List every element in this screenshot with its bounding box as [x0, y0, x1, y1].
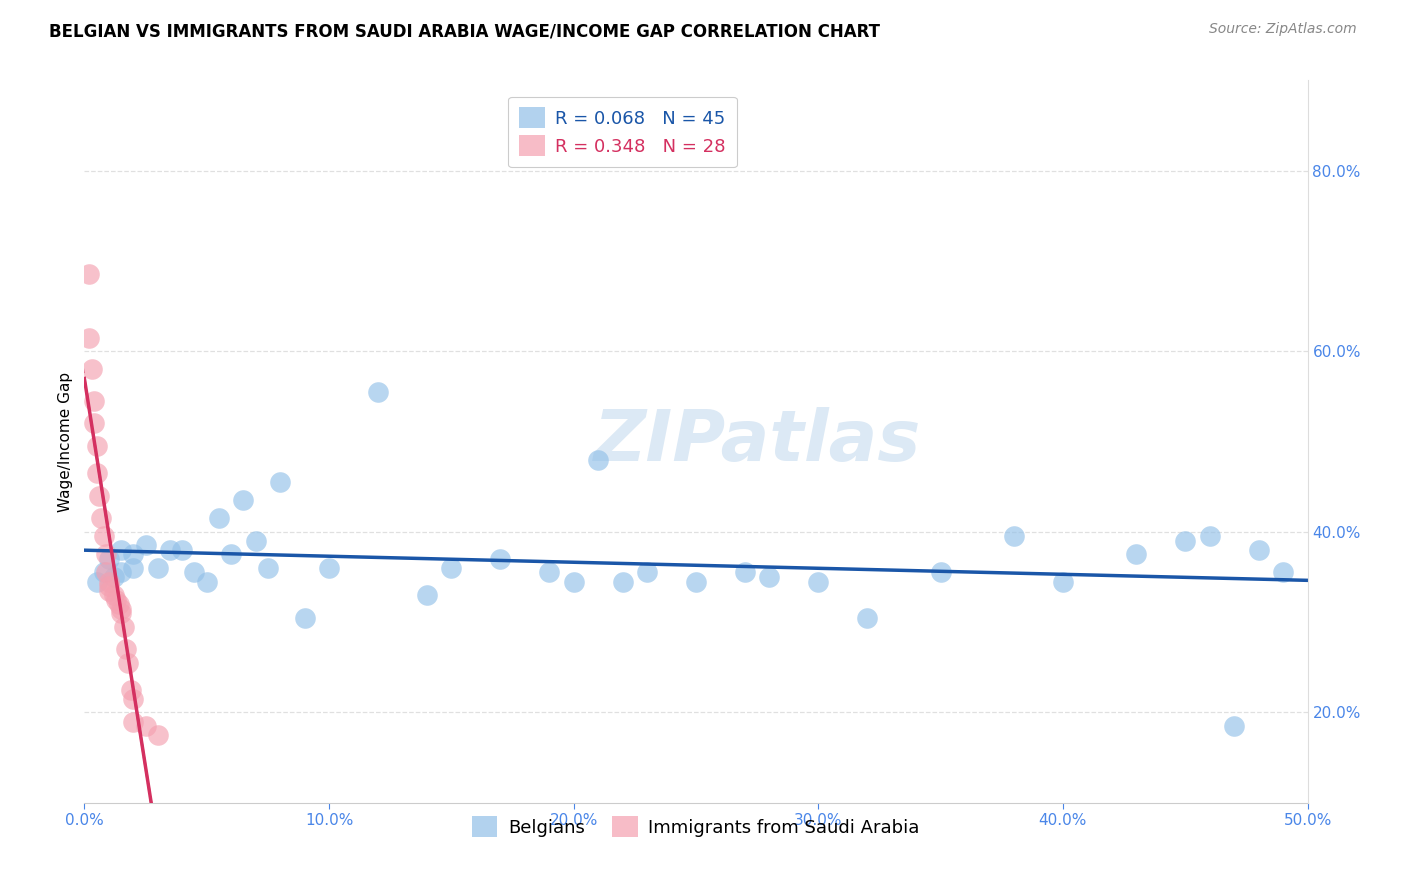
Y-axis label: Wage/Income Gap: Wage/Income Gap [58, 371, 73, 512]
Point [86, 466, 108, 480]
Point [538, 566, 561, 580]
Point [122, 548, 145, 562]
Text: ZIPatlas: ZIPatlas [593, 407, 921, 476]
Point [135, 719, 157, 733]
Text: Source: ZipAtlas.com: Source: ZipAtlas.com [1209, 22, 1357, 37]
Point [758, 570, 780, 584]
Point [110, 542, 132, 557]
Point [219, 548, 242, 562]
Point [77, 331, 100, 345]
Point [183, 566, 205, 580]
Point [245, 533, 267, 548]
Point [586, 452, 609, 467]
Point [86, 439, 108, 453]
Point [146, 561, 169, 575]
Point [269, 475, 291, 490]
Legend: Belgians, Immigrants from Saudi Arabia: Belgians, Immigrants from Saudi Arabia [465, 809, 927, 845]
Point [172, 542, 194, 557]
Point [97, 552, 120, 566]
Point [97, 579, 120, 593]
Point [232, 493, 254, 508]
Point [440, 561, 463, 575]
Point [117, 656, 139, 670]
Point [489, 552, 512, 566]
Point [929, 566, 952, 580]
Point [105, 592, 128, 607]
Point [208, 511, 231, 525]
Point [122, 561, 145, 575]
Text: BELGIAN VS IMMIGRANTS FROM SAUDI ARABIA WAGE/INCOME GAP CORRELATION CHART: BELGIAN VS IMMIGRANTS FROM SAUDI ARABIA … [49, 22, 880, 40]
Point [294, 610, 316, 624]
Point [1247, 542, 1270, 557]
Point [1002, 529, 1025, 543]
Point [87, 489, 110, 503]
Point [195, 574, 218, 589]
Point [110, 601, 132, 615]
Point [96, 566, 118, 580]
Point [107, 597, 129, 611]
Point [1223, 719, 1246, 733]
Point [416, 588, 439, 602]
Point [135, 538, 157, 552]
Point [146, 728, 169, 742]
Point [122, 714, 145, 729]
Point [110, 606, 132, 620]
Point [83, 417, 105, 431]
Point [93, 566, 115, 580]
Point [807, 574, 830, 589]
Point [734, 566, 756, 580]
Point [1174, 533, 1197, 548]
Point [685, 574, 707, 589]
Point [83, 393, 105, 408]
Point [257, 561, 280, 575]
Point [856, 610, 879, 624]
Point [112, 620, 135, 634]
Point [77, 268, 100, 282]
Point [1272, 566, 1295, 580]
Point [115, 642, 138, 657]
Point [1198, 529, 1220, 543]
Point [159, 542, 181, 557]
Point [120, 682, 142, 697]
Point [80, 362, 103, 376]
Point [97, 574, 120, 589]
Point [103, 588, 125, 602]
Point [318, 561, 340, 575]
Point [367, 384, 389, 399]
Point [97, 583, 120, 598]
Point [636, 566, 658, 580]
Point [90, 511, 112, 525]
Point [562, 574, 585, 589]
Point [110, 566, 132, 580]
Point [122, 692, 145, 706]
Point [1125, 548, 1147, 562]
Point [612, 574, 634, 589]
Point [86, 574, 108, 589]
Point [93, 529, 115, 543]
Point [96, 548, 118, 562]
Point [1052, 574, 1074, 589]
Point [103, 570, 125, 584]
